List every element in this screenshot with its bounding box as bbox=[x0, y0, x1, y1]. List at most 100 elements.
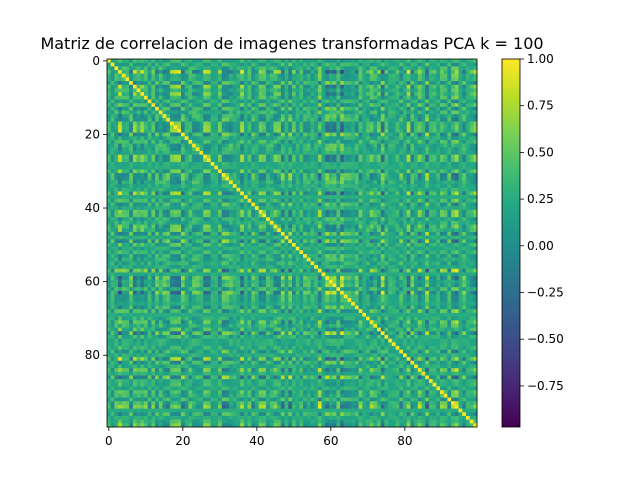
heatmap-cell bbox=[321, 169, 326, 174]
heatmap-cell bbox=[173, 73, 178, 78]
heatmap-cell bbox=[299, 158, 304, 163]
heatmap-cell bbox=[173, 70, 178, 75]
heatmap-cell bbox=[417, 81, 422, 86]
heatmap-cell bbox=[306, 81, 311, 86]
heatmap-cell bbox=[417, 162, 422, 167]
heatmap-cell bbox=[151, 121, 156, 126]
heatmap-cell bbox=[332, 143, 337, 148]
heatmap-cell bbox=[343, 202, 348, 207]
heatmap-cell bbox=[454, 59, 459, 64]
heatmap-cell bbox=[469, 209, 474, 214]
heatmap-cell bbox=[321, 184, 326, 189]
heatmap-cell bbox=[236, 99, 241, 104]
heatmap-cell bbox=[118, 77, 123, 82]
heatmap-cell bbox=[343, 62, 348, 67]
heatmap-cell bbox=[366, 95, 371, 100]
heatmap-cell bbox=[465, 184, 470, 189]
heatmap-cell bbox=[273, 213, 278, 218]
heatmap-cell bbox=[451, 220, 456, 225]
heatmap-cell bbox=[195, 147, 200, 152]
heatmap-cell bbox=[436, 121, 441, 126]
heatmap-cell bbox=[421, 114, 426, 119]
heatmap-cell bbox=[384, 92, 389, 97]
heatmap-cell bbox=[473, 217, 478, 222]
heatmap-cell bbox=[240, 99, 245, 104]
heatmap-cell bbox=[240, 59, 245, 64]
heatmap-cell bbox=[118, 117, 123, 122]
heatmap-cell bbox=[114, 125, 119, 130]
heatmap-cell bbox=[121, 81, 126, 86]
heatmap-cell bbox=[144, 99, 149, 104]
heatmap-cell bbox=[258, 235, 263, 240]
heatmap-cell bbox=[221, 88, 226, 93]
heatmap-cell bbox=[391, 95, 396, 100]
heatmap-cell bbox=[303, 158, 308, 163]
heatmap-cell bbox=[451, 209, 456, 214]
heatmap-cell bbox=[158, 128, 163, 133]
heatmap-cell bbox=[317, 180, 322, 185]
heatmap-cell bbox=[188, 191, 193, 196]
heatmap-cell bbox=[358, 231, 363, 237]
heatmap-cell bbox=[403, 220, 408, 225]
heatmap-cell bbox=[266, 84, 271, 89]
heatmap-cell bbox=[462, 70, 467, 75]
heatmap-cell bbox=[203, 213, 208, 218]
heatmap-cell bbox=[229, 187, 234, 192]
heatmap-cell bbox=[369, 62, 374, 67]
heatmap-cell bbox=[458, 184, 463, 189]
heatmap-cell bbox=[440, 198, 445, 203]
heatmap-cell bbox=[162, 114, 167, 119]
heatmap-cell bbox=[121, 224, 126, 229]
heatmap-cell bbox=[354, 217, 359, 222]
heatmap-cell bbox=[462, 173, 467, 178]
heatmap-cell bbox=[473, 198, 478, 203]
heatmap-cell bbox=[292, 213, 297, 218]
heatmap-cell bbox=[462, 84, 467, 89]
heatmap-cell bbox=[206, 81, 211, 86]
heatmap-cell bbox=[114, 231, 119, 237]
heatmap-cell bbox=[114, 147, 119, 152]
heatmap-cell bbox=[240, 143, 245, 148]
heatmap-cell bbox=[114, 176, 119, 181]
heatmap-cell bbox=[358, 202, 363, 207]
heatmap-cell bbox=[317, 143, 322, 148]
heatmap-cell bbox=[406, 114, 411, 119]
heatmap-cell bbox=[325, 106, 330, 111]
heatmap-cell bbox=[144, 66, 149, 71]
heatmap-cell bbox=[266, 224, 271, 229]
heatmap-cell bbox=[144, 206, 149, 211]
heatmap-cell bbox=[440, 117, 445, 122]
heatmap-cell bbox=[162, 220, 167, 225]
heatmap-cell bbox=[210, 73, 215, 78]
heatmap-cell bbox=[258, 228, 263, 233]
heatmap-cell bbox=[336, 128, 341, 133]
heatmap-cell bbox=[362, 92, 367, 97]
heatmap-cell bbox=[369, 184, 374, 189]
heatmap-cell bbox=[454, 209, 459, 214]
heatmap-cell bbox=[458, 103, 463, 108]
heatmap-cell bbox=[125, 224, 130, 229]
heatmap-cell bbox=[321, 99, 326, 104]
heatmap-cell bbox=[432, 125, 437, 130]
heatmap-cell bbox=[258, 195, 263, 200]
heatmap-cell bbox=[129, 202, 134, 207]
heatmap-cell bbox=[144, 187, 149, 192]
heatmap-cell bbox=[432, 114, 437, 119]
heatmap-cell bbox=[377, 195, 382, 200]
heatmap-cell bbox=[366, 239, 371, 244]
heatmap-cell bbox=[288, 110, 293, 115]
heatmap-cell bbox=[351, 84, 356, 89]
heatmap-cell bbox=[188, 106, 193, 111]
heatmap-cell bbox=[240, 217, 245, 222]
heatmap-cell bbox=[314, 154, 319, 159]
heatmap-cell bbox=[155, 62, 160, 67]
heatmap-cell bbox=[195, 95, 200, 100]
heatmap-cell bbox=[414, 136, 419, 141]
heatmap-cell bbox=[395, 173, 400, 178]
heatmap-cell bbox=[162, 147, 167, 152]
heatmap-cell bbox=[118, 158, 123, 163]
heatmap-cell bbox=[192, 231, 197, 237]
heatmap-cell bbox=[414, 114, 419, 119]
heatmap-cell bbox=[232, 213, 237, 218]
heatmap-cell bbox=[454, 184, 459, 189]
